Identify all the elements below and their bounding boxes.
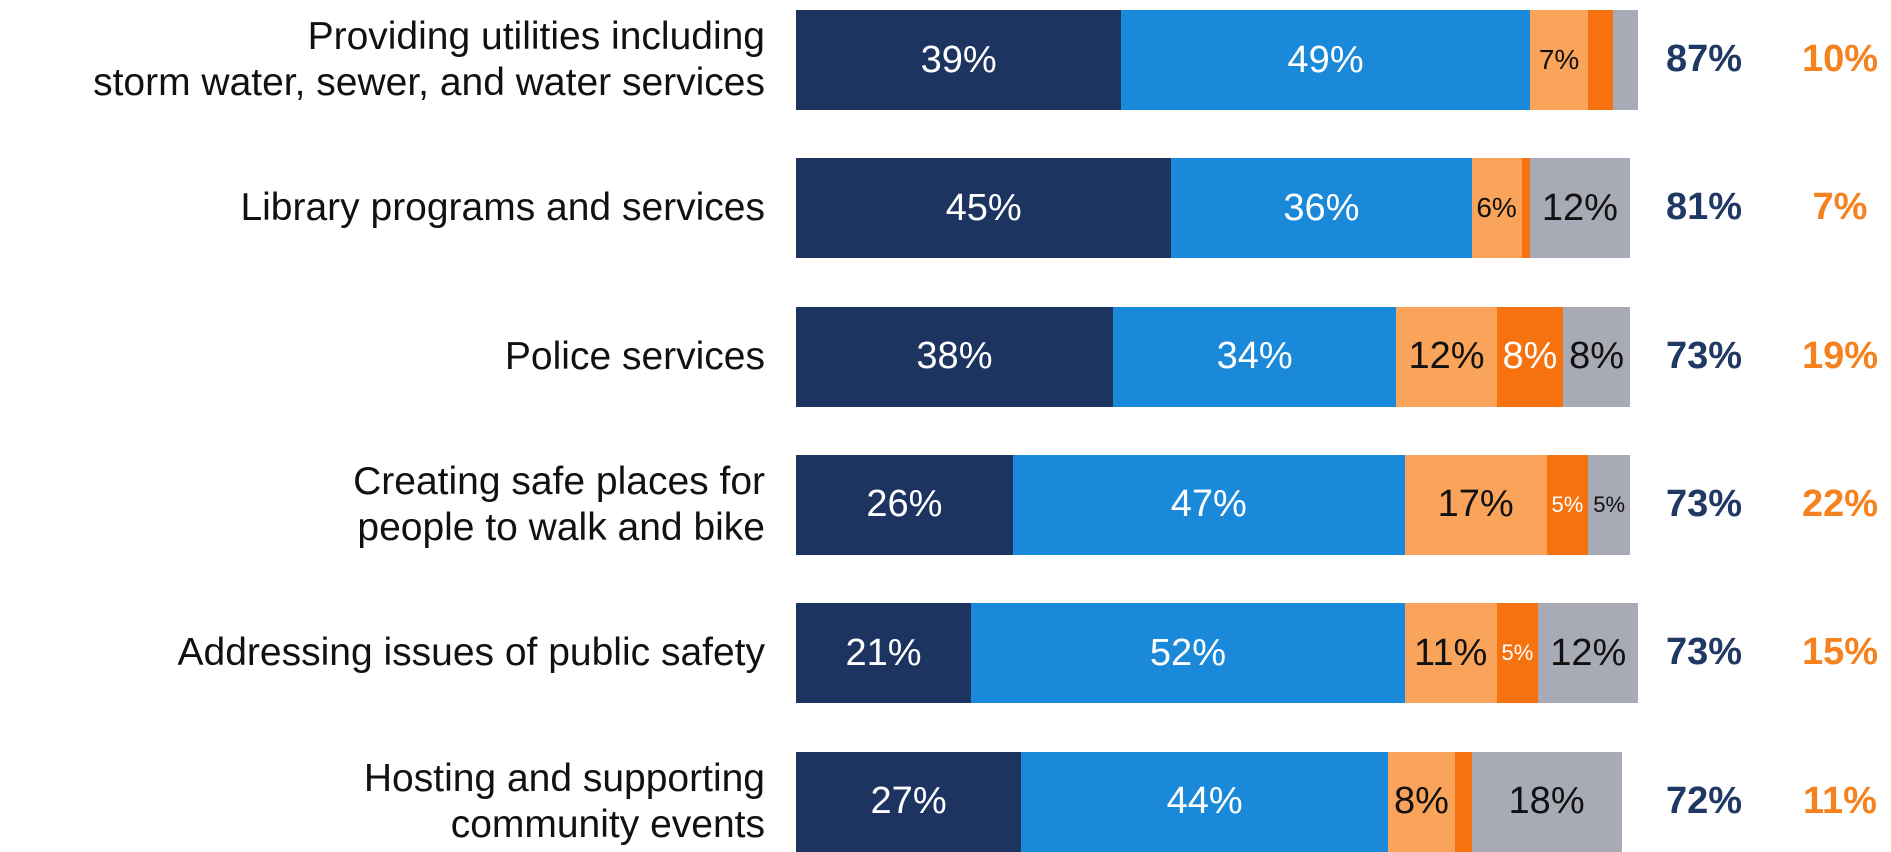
total-label: 73% xyxy=(1665,631,1743,674)
value-label: 36% xyxy=(1283,186,1360,229)
bar-segment: 44% xyxy=(1021,751,1389,852)
bar-segment: 18% xyxy=(1471,751,1622,852)
value-label: 5% xyxy=(1593,491,1626,517)
total-label: 7% xyxy=(1812,186,1868,229)
value-label: 34% xyxy=(1216,335,1293,378)
category-label: Addressing issues of public safety xyxy=(177,631,765,675)
bar-segment: 21% xyxy=(796,603,972,704)
total-label: 87% xyxy=(1665,38,1743,80)
bar-segment: 5% xyxy=(1588,454,1630,555)
value-label: 8% xyxy=(1394,780,1449,822)
value-label: 8% xyxy=(1569,335,1625,378)
total-label: 73% xyxy=(1665,334,1743,377)
bar-segment: 12% xyxy=(1538,603,1639,704)
bar-segment: 47% xyxy=(1012,454,1405,555)
value-label: 7% xyxy=(1538,44,1580,75)
value-label: 45% xyxy=(945,186,1022,229)
total-label: 73% xyxy=(1665,482,1743,525)
category-label: Providing utilities including storm wate… xyxy=(93,15,765,104)
value-label: 26% xyxy=(866,483,943,526)
bar-segment: 27% xyxy=(796,751,1022,852)
bar-segment: 8% xyxy=(1388,751,1455,852)
value-label: 49% xyxy=(1287,38,1364,81)
total-label: 11% xyxy=(1803,779,1877,822)
bar-segment: 12% xyxy=(1529,158,1630,259)
bar-segment: 6% xyxy=(1471,158,1522,259)
value-label: 5% xyxy=(1551,491,1584,517)
bar-segment: 45% xyxy=(796,158,1172,259)
total-label: 72% xyxy=(1665,779,1743,822)
value-label: 44% xyxy=(1166,780,1243,822)
bar-segment: 7% xyxy=(1529,10,1589,110)
value-label: 5% xyxy=(1501,640,1534,666)
value-label: 12% xyxy=(1408,335,1485,378)
category-label: Police services xyxy=(504,334,765,378)
category-label: Library programs and services xyxy=(240,186,765,230)
bar-segment: 52% xyxy=(971,603,1405,704)
value-label: 12% xyxy=(1541,186,1618,229)
bar-segment: 38% xyxy=(796,306,1113,407)
total-label: 19% xyxy=(1801,334,1879,377)
category-label: Hosting and supporting community events xyxy=(363,756,765,846)
total-label: 22% xyxy=(1801,482,1879,525)
value-label: 6% xyxy=(1476,192,1517,224)
bar-segment: 11% xyxy=(1404,603,1497,704)
value-label: 18% xyxy=(1508,780,1585,822)
bar-segment: 36% xyxy=(1171,158,1472,259)
bar-segment xyxy=(1454,751,1472,852)
bar-segment: 8% xyxy=(1563,306,1630,407)
value-label: 12% xyxy=(1550,631,1627,674)
bar-segment: 12% xyxy=(1396,306,1497,407)
category-label: Creating safe places for people to walk … xyxy=(353,459,765,549)
bar-segment: 34% xyxy=(1112,306,1397,407)
bar-segment: 17% xyxy=(1404,454,1547,555)
total-label: 10% xyxy=(1801,38,1879,80)
value-label: 11% xyxy=(1414,631,1488,674)
bar-segment xyxy=(1521,158,1530,259)
total-label: 15% xyxy=(1801,631,1879,674)
value-label: 17% xyxy=(1437,483,1514,526)
value-label: 21% xyxy=(845,631,922,674)
value-label: 47% xyxy=(1170,483,1247,526)
value-label: 52% xyxy=(1149,631,1226,674)
bar-segment: 5% xyxy=(1546,454,1589,555)
value-label: 38% xyxy=(916,335,993,378)
total-label: 81% xyxy=(1665,186,1743,229)
bar-segment: 39% xyxy=(796,10,1122,110)
value-label: 39% xyxy=(920,38,997,81)
bar-segment xyxy=(1613,10,1639,110)
value-label: 27% xyxy=(870,780,947,822)
bar-segment: 8% xyxy=(1496,306,1564,407)
value-label: 8% xyxy=(1502,335,1558,378)
bar-segment: 26% xyxy=(796,454,1013,555)
bar-segment xyxy=(1588,10,1614,110)
bar-segment: 5% xyxy=(1496,603,1539,704)
bar-segment: 49% xyxy=(1121,10,1530,110)
